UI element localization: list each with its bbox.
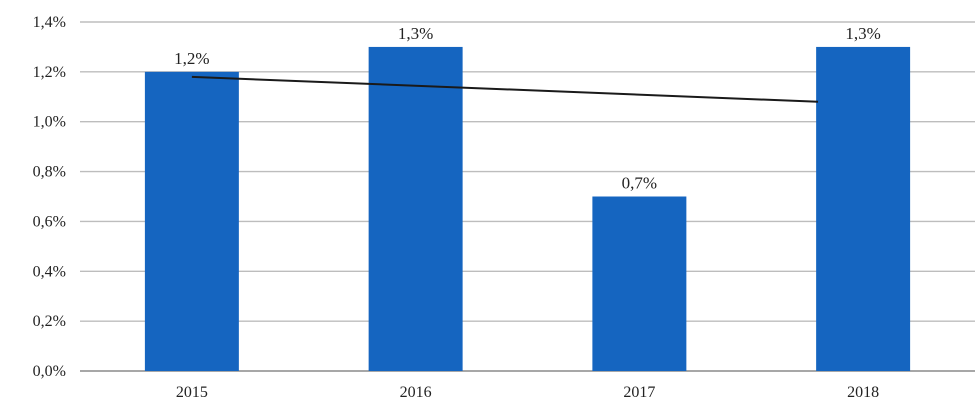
bar (368, 46, 463, 372)
y-tick-label: 1,2% (33, 64, 66, 81)
y-tick-label: 0,8% (33, 164, 66, 181)
x-tick-label: 2015 (176, 384, 208, 401)
y-tick-label: 1,0% (33, 114, 66, 131)
y-tick-label: 0,4% (33, 263, 66, 280)
y-tick-label: 0,0% (33, 363, 66, 380)
data-label: 0,7% (622, 174, 657, 193)
x-axis-tick-labels: 2015 2016 2017 2018 (176, 384, 879, 401)
x-tick-label: 2017 (623, 384, 655, 401)
x-tick-label: 2018 (847, 384, 879, 401)
bar (592, 196, 687, 371)
y-tick-label: 0,2% (33, 313, 66, 330)
data-label: 1,3% (398, 24, 433, 43)
data-label: 1,3% (845, 24, 880, 43)
y-tick-label: 1,4% (33, 14, 66, 31)
bars (144, 46, 911, 372)
x-tick-label: 2016 (400, 384, 432, 401)
data-label: 1,2% (174, 49, 209, 68)
trendline-group (191, 75, 819, 103)
y-tick-label: 0,6% (33, 213, 66, 230)
trendline (191, 75, 819, 103)
bar (816, 46, 911, 372)
data-labels: 1,2% 1,3% 0,7% 1,3% (174, 24, 881, 193)
bar (144, 71, 239, 371)
y-axis-tick-labels: 0,0% 0,2% 0,4% 0,6% 0,8% 1,0% 1,2% 1,4% (33, 14, 66, 380)
